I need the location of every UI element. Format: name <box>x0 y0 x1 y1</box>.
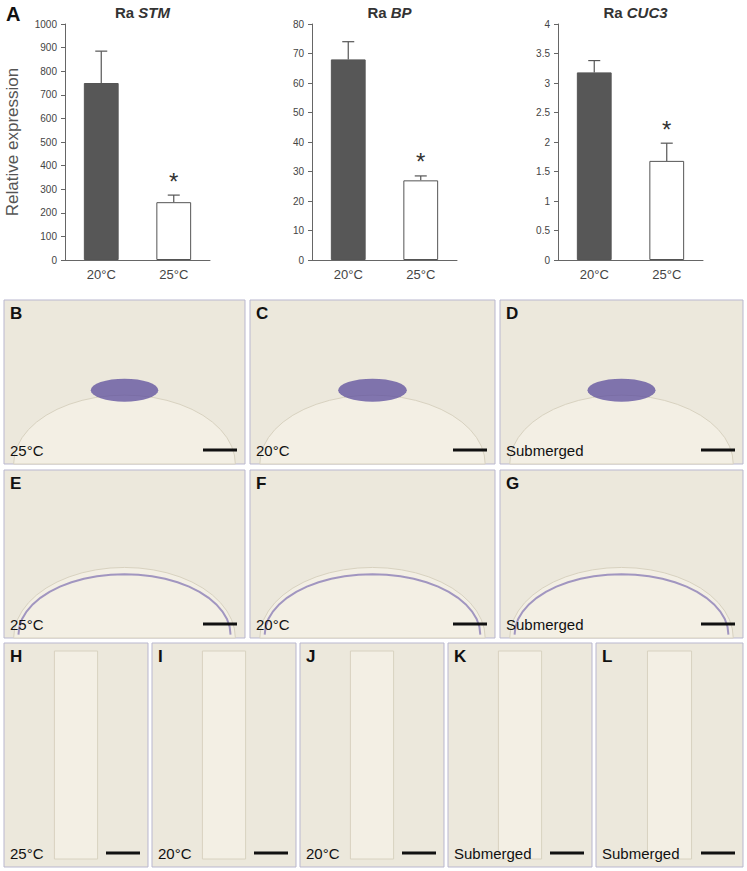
svg-text:20°C: 20°C <box>306 845 340 862</box>
svg-text:60: 60 <box>293 78 305 89</box>
svg-text:2.5: 2.5 <box>536 107 550 118</box>
svg-text:4: 4 <box>544 19 550 30</box>
svg-text:700: 700 <box>40 89 57 100</box>
svg-text:2: 2 <box>544 137 550 148</box>
svg-text:25°C: 25°C <box>10 616 44 633</box>
svg-text:200: 200 <box>40 207 57 218</box>
svg-text:20°C: 20°C <box>334 267 363 282</box>
svg-text:40: 40 <box>293 137 305 148</box>
svg-text:1000: 1000 <box>35 19 58 30</box>
svg-text:*: * <box>662 116 671 143</box>
svg-text:E: E <box>10 474 21 493</box>
svg-text:70: 70 <box>293 48 305 59</box>
svg-text:0: 0 <box>544 255 550 266</box>
svg-text:Submerged: Submerged <box>506 616 584 633</box>
svg-text:D: D <box>506 304 518 323</box>
svg-text:Submerged: Submerged <box>602 845 680 862</box>
svg-text:30: 30 <box>293 166 305 177</box>
svg-text:H: H <box>10 647 22 666</box>
svg-text:BP: BP <box>391 4 413 21</box>
svg-text:300: 300 <box>40 184 57 195</box>
svg-text:100: 100 <box>40 231 57 242</box>
svg-text:*: * <box>169 168 178 195</box>
svg-text:CUC3: CUC3 <box>627 4 668 21</box>
svg-text:Relative expression: Relative expression <box>3 68 22 216</box>
svg-text:80: 80 <box>293 19 305 30</box>
svg-text:500: 500 <box>40 137 57 148</box>
svg-text:0: 0 <box>51 255 57 266</box>
svg-text:*: * <box>416 148 425 175</box>
svg-text:25°C: 25°C <box>10 442 44 459</box>
svg-text:Ra: Ra <box>367 4 390 21</box>
svg-text:20°C: 20°C <box>580 267 609 282</box>
svg-text:20°C: 20°C <box>256 616 290 633</box>
svg-text:3: 3 <box>544 78 550 89</box>
svg-text:25°C: 25°C <box>652 267 681 282</box>
svg-text:STM: STM <box>138 4 170 21</box>
svg-text:B: B <box>10 304 22 323</box>
svg-text:J: J <box>306 647 315 666</box>
svg-text:0.5: 0.5 <box>536 225 550 236</box>
svg-text:0: 0 <box>298 255 304 266</box>
svg-text:G: G <box>506 474 519 493</box>
svg-text:20°C: 20°C <box>256 442 290 459</box>
svg-text:L: L <box>602 647 612 666</box>
svg-text:20°C: 20°C <box>158 845 192 862</box>
svg-text:Submerged: Submerged <box>454 845 532 862</box>
svg-text:900: 900 <box>40 42 57 53</box>
svg-text:1: 1 <box>544 196 550 207</box>
svg-text:Submerged: Submerged <box>506 442 584 459</box>
svg-text:1.5: 1.5 <box>536 166 550 177</box>
svg-text:K: K <box>454 647 467 666</box>
svg-text:3.5: 3.5 <box>536 48 550 59</box>
svg-text:C: C <box>256 304 268 323</box>
svg-text:Ra: Ra <box>115 4 138 21</box>
svg-text:20°C: 20°C <box>87 267 116 282</box>
svg-text:F: F <box>256 474 266 493</box>
svg-text:10: 10 <box>293 225 305 236</box>
svg-text:A: A <box>6 3 20 25</box>
svg-text:25°C: 25°C <box>159 267 188 282</box>
svg-text:800: 800 <box>40 66 57 77</box>
svg-text:Ra: Ra <box>603 4 626 21</box>
svg-text:I: I <box>158 647 163 666</box>
svg-text:600: 600 <box>40 113 57 124</box>
svg-text:50: 50 <box>293 107 305 118</box>
svg-text:25°C: 25°C <box>406 267 435 282</box>
svg-text:25°C: 25°C <box>10 845 44 862</box>
svg-text:20: 20 <box>293 196 305 207</box>
svg-text:400: 400 <box>40 160 57 171</box>
